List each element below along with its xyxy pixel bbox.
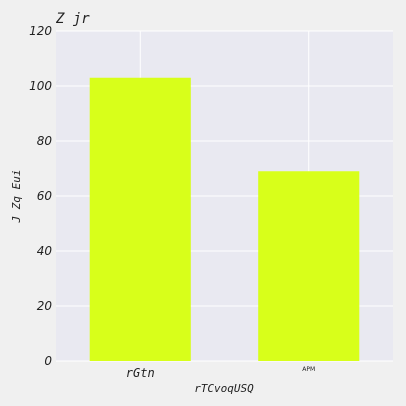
x-axis-ticks: rGtn APM xyxy=(126,366,315,380)
y-tick-label: 100 xyxy=(29,79,52,93)
y-tick-label: 80 xyxy=(37,134,53,148)
bars xyxy=(89,77,360,361)
y-axis-label: J Zq Eui xyxy=(10,170,23,224)
bar-rGtn xyxy=(89,77,191,361)
x-axis-label: rTCvoqUSQ xyxy=(194,382,254,395)
y-tick-label: 0 xyxy=(44,354,52,368)
chart-title: Z jr xyxy=(55,11,90,27)
y-tick-label: 120 xyxy=(29,24,52,38)
x-tick-label: APM xyxy=(302,366,315,373)
y-tick-label: 20 xyxy=(37,299,53,313)
x-tick-label: rGtn xyxy=(126,366,155,380)
y-axis-ticks: 0 20 40 60 80 100 120 xyxy=(29,24,52,368)
y-tick-label: 60 xyxy=(37,189,53,203)
bar-APM xyxy=(258,171,360,361)
y-tick-label: 40 xyxy=(37,244,53,258)
